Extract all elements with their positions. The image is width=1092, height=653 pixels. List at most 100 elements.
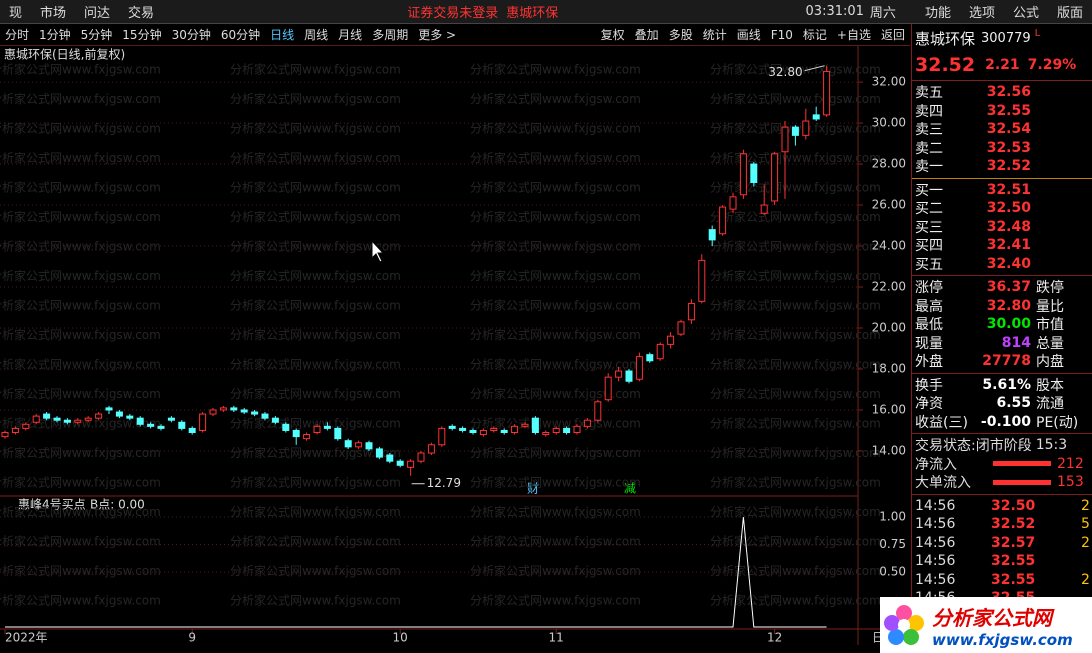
indicator-title: 惠峰4号买点 [18,498,86,512]
candle-body [365,442,373,450]
order-row: 卖五 32.56 [912,83,1092,102]
stat-label: 涨停 [915,280,943,297]
separator [912,275,1092,276]
y-tick-label: 0.50 [879,565,906,579]
order-price: 32.54 [986,121,1031,138]
period-tab[interactable]: 60分钟 [220,28,261,42]
tool-button[interactable]: 复权 [600,28,625,42]
y-tick-label: 26.00 [872,198,906,212]
period-tab[interactable]: 多周期 [372,28,409,42]
watermark: 分析家公式网www.fxjgsw.com [470,504,641,519]
candle-body [95,413,103,419]
watermark: 分析家公式网www.fxjgsw.com [0,416,161,431]
period-tab[interactable]: 1分钟 [39,28,71,42]
logo-url: www.fxjgsw.com [932,630,1073,649]
watermark: 分析家公式网www.fxjgsw.com [710,563,881,578]
period-tab[interactable]: 15分钟 [122,28,162,42]
tool-button[interactable]: 标记 [802,28,827,42]
watermark: 分析家公式网www.fxjgsw.com [710,416,881,431]
watermark: 分析家公式网www.fxjgsw.com [470,121,641,136]
period-tab[interactable]: 日线 [270,28,295,42]
watermark: 分析家公式网www.fxjgsw.com [230,298,401,313]
trade-price: 32.52 [991,516,1036,533]
watermark: 分析家公式网www.fxjgsw.com [0,475,161,490]
menu-item: 现 [9,6,23,21]
order-price: 32.40 [986,255,1031,272]
tool-button[interactable]: +自选 [836,28,871,42]
y-tick-label: 22.00 [872,280,906,294]
clock: 03:31:01 [805,4,864,19]
high-label: 32.80 [768,65,802,79]
separator [912,177,1092,179]
stat-label: 总量 [1036,335,1064,352]
menu-item: 选项 [968,6,995,21]
candle-body [261,413,269,419]
watermark: 分析家公式网www.fxjgsw.com [710,209,881,224]
period-tab[interactable]: 5分钟 [80,28,113,42]
candle-body [126,415,134,419]
trade-price: 32.57 [991,534,1036,551]
order-row: 买四 32.41 [912,236,1092,255]
watermark: 分析家公式网www.fxjgsw.com [710,445,881,460]
candle-body [271,417,279,423]
period-tab[interactable]: 周线 [304,28,329,42]
watermark: 分析家公式网www.fxjgsw.com [470,386,641,401]
tool-button[interactable]: 多股 [668,28,693,42]
candle-body [427,444,435,454]
candle-body [656,343,664,360]
watermark: 分析家公式网www.fxjgsw.com [470,62,641,77]
trade-time: 14:56 [915,534,956,551]
watermark: 分析家公式网www.fxjgsw.com [0,298,161,313]
watermark: 分析家公式网www.fxjgsw.com [470,91,641,106]
stock-flag: L [1034,28,1041,39]
status-label: 交易状态: [915,438,976,455]
candle-body [542,431,550,436]
candle-body [791,126,799,136]
order-price: 32.55 [986,102,1031,119]
watermark: 分析家公式网www.fxjgsw.com [0,150,161,165]
trade-row: 14:56 32.50 2 [912,497,1092,516]
tool-button[interactable]: 叠加 [634,28,659,42]
tool-button[interactable]: 统计 [702,28,727,42]
candle-body [147,423,155,427]
candle-body [604,376,612,401]
stat-row: 现量 814 总量 [912,334,1092,353]
order-row: 买五 32.40 [912,255,1092,274]
period-tab[interactable]: 30分钟 [171,28,211,42]
candle-body [209,409,217,415]
watermark: 分析家公式网www.fxjgsw.com [230,268,401,283]
menu-item: 版面 [1056,6,1083,21]
candle-body [251,411,259,415]
order-row: 买一 32.51 [912,181,1092,200]
watermark: 分析家公式网www.fxjgsw.com [470,445,641,460]
watermark: 分析家公式网www.fxjgsw.com [710,268,881,283]
status: 闭市阶段 [975,438,1032,455]
tool-button[interactable]: 画线 [736,28,761,42]
tool-button[interactable]: 返回 [880,28,905,42]
watermark: 分析家公式网www.fxjgsw.com [470,563,641,578]
watermark: 分析家公式网www.fxjgsw.com [710,357,881,372]
trade-time: 14:56 [915,571,956,588]
period-tab[interactable]: 分时 [5,28,30,42]
annotation-arrow [804,65,825,72]
period-tab[interactable]: 月线 [338,28,363,42]
trade-volume: 2 [1081,534,1090,551]
candle-body [53,417,61,421]
change-pct: 7.29% [1027,57,1077,73]
stat-value: 5.61% [982,376,1031,393]
stock-header: 惠城环保 300779 L [912,24,1092,52]
candle-body [750,163,758,183]
watermark: 分析家公式网www.fxjgsw.com [710,180,881,195]
order-row: 买二 32.50 [912,199,1092,218]
tool-button[interactable]: F10 [770,27,793,42]
watermark: 分析家公式网www.fxjgsw.com [230,357,401,372]
stat-label: 流通 [1036,396,1064,413]
weekday: 周六 [869,6,896,21]
period-tab[interactable]: 更多 > [418,28,457,42]
menu-item: 功能 [924,6,951,21]
trade-price: 32.50 [991,497,1036,514]
candle-body [531,417,539,433]
order-price: 32.41 [986,237,1031,254]
